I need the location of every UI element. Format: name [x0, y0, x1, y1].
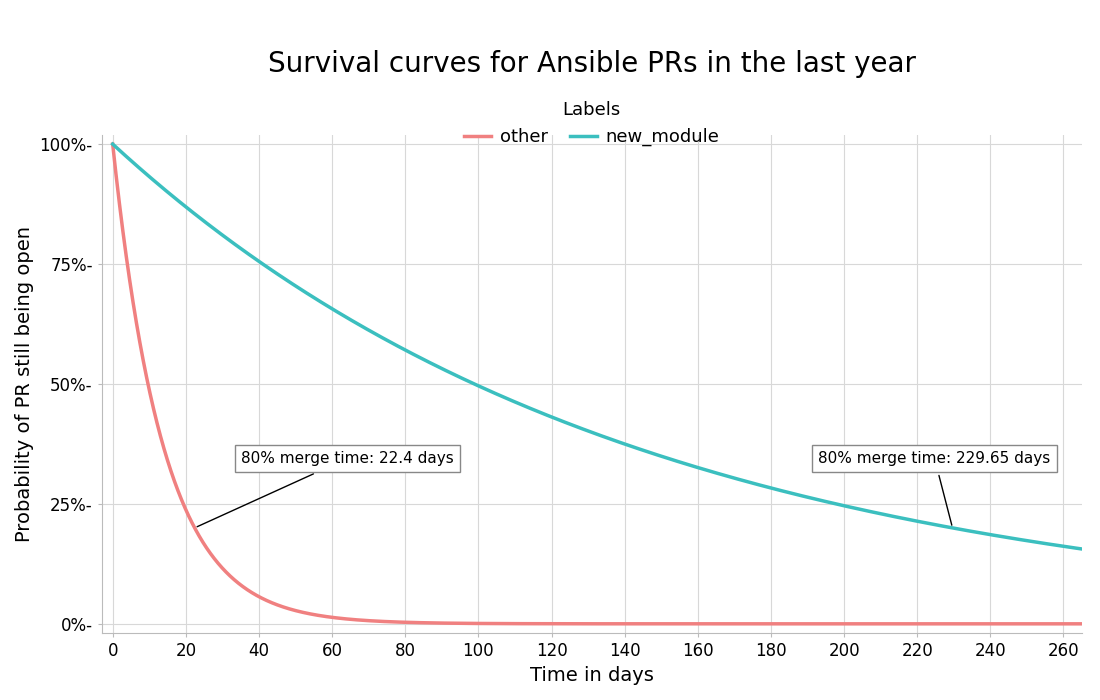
Title: Survival curves for Ansible PRs in the last year: Survival curves for Ansible PRs in the l…: [267, 50, 915, 78]
Legend: other, new_module: other, new_module: [456, 94, 727, 153]
Text: 80% merge time: 229.65 days: 80% merge time: 229.65 days: [818, 451, 1050, 525]
X-axis label: Time in days: Time in days: [530, 666, 653, 685]
Text: 80% merge time: 22.4 days: 80% merge time: 22.4 days: [197, 451, 453, 526]
Y-axis label: Probability of PR still being open: Probability of PR still being open: [15, 226, 34, 542]
